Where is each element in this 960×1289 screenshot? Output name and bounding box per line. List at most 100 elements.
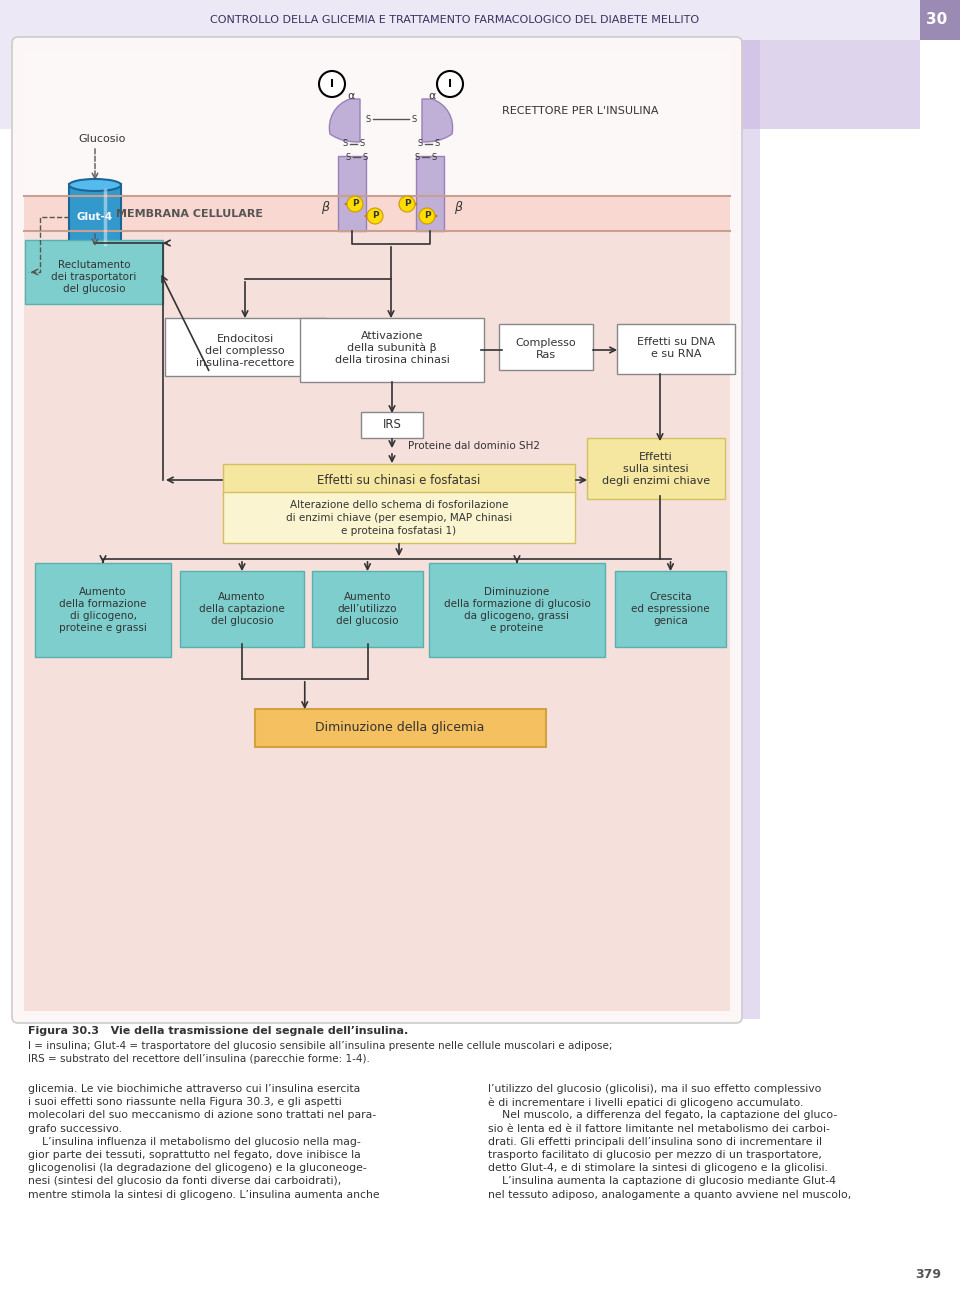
Text: dei trasportatori: dei trasportatori bbox=[51, 272, 136, 282]
Text: 30: 30 bbox=[926, 13, 948, 27]
FancyBboxPatch shape bbox=[429, 563, 605, 657]
Text: IRS: IRS bbox=[383, 419, 401, 432]
Text: S: S bbox=[418, 139, 422, 148]
Circle shape bbox=[419, 208, 435, 224]
Circle shape bbox=[399, 196, 415, 211]
Text: della formazione: della formazione bbox=[60, 599, 147, 608]
Text: Effetti su chinasi e fosfatasi: Effetti su chinasi e fosfatasi bbox=[318, 473, 481, 486]
FancyBboxPatch shape bbox=[617, 324, 735, 374]
FancyBboxPatch shape bbox=[738, 40, 760, 1020]
Text: gior parte dei tessuti, soprattutto nel fegato, dove inibisce la: gior parte dei tessuti, soprattutto nel … bbox=[28, 1150, 361, 1160]
Text: MEMBRANA CELLULARE: MEMBRANA CELLULARE bbox=[116, 209, 263, 219]
Text: 379: 379 bbox=[915, 1267, 941, 1280]
Text: insulina-recettore: insulina-recettore bbox=[196, 358, 294, 367]
Text: Alterazione dello schema di fosforilazione: Alterazione dello schema di fosforilazio… bbox=[290, 500, 508, 510]
Text: IRS = substrato del recettore dell’insulina (parecchie forme: 1-4).: IRS = substrato del recettore dell’insul… bbox=[28, 1054, 370, 1063]
Text: di glicogeno,: di glicogeno, bbox=[69, 611, 136, 621]
Text: Proteine dal dominio SH2: Proteine dal dominio SH2 bbox=[408, 441, 540, 451]
Text: sio è lenta ed è il fattore limitante nel metabolismo dei carboi-: sio è lenta ed è il fattore limitante ne… bbox=[488, 1124, 829, 1133]
FancyBboxPatch shape bbox=[361, 412, 423, 438]
Text: Crescita: Crescita bbox=[649, 592, 692, 602]
Text: S: S bbox=[343, 139, 348, 148]
Text: P: P bbox=[423, 211, 430, 220]
Text: della subunità β: della subunità β bbox=[348, 343, 437, 353]
Text: Aumento: Aumento bbox=[344, 592, 391, 602]
Ellipse shape bbox=[69, 244, 121, 255]
PathPatch shape bbox=[422, 99, 452, 142]
FancyBboxPatch shape bbox=[25, 240, 163, 304]
Text: ed espressione: ed espressione bbox=[631, 605, 709, 614]
Text: Figura 30.3   Vie della trasmissione del segnale dell’insulina.: Figura 30.3 Vie della trasmissione del s… bbox=[28, 1026, 408, 1036]
Text: della formazione di glucosio: della formazione di glucosio bbox=[444, 599, 590, 608]
FancyBboxPatch shape bbox=[0, 0, 960, 40]
Text: sulla sintesi: sulla sintesi bbox=[623, 464, 689, 474]
Text: Endocitosi: Endocitosi bbox=[216, 334, 274, 344]
FancyBboxPatch shape bbox=[35, 563, 171, 657]
Text: di enzimi chiave (per esempio, MAP chinasi: di enzimi chiave (per esempio, MAP china… bbox=[286, 513, 512, 523]
FancyBboxPatch shape bbox=[416, 156, 444, 231]
Circle shape bbox=[347, 196, 363, 211]
Text: Effetti: Effetti bbox=[639, 452, 673, 461]
Ellipse shape bbox=[69, 179, 121, 191]
Text: P: P bbox=[404, 200, 410, 209]
Text: S: S bbox=[359, 139, 365, 148]
Text: Diminuzione: Diminuzione bbox=[485, 586, 550, 597]
Circle shape bbox=[437, 71, 463, 97]
FancyBboxPatch shape bbox=[920, 0, 960, 40]
FancyBboxPatch shape bbox=[700, 40, 920, 129]
Text: β: β bbox=[454, 201, 462, 214]
Text: S: S bbox=[415, 152, 420, 161]
Text: Diminuzione della glicemia: Diminuzione della glicemia bbox=[315, 722, 485, 735]
Text: I = insulina; Glut-4 = trasportatore del glucosio sensibile all’insulina present: I = insulina; Glut-4 = trasportatore del… bbox=[28, 1042, 612, 1051]
FancyBboxPatch shape bbox=[24, 196, 730, 231]
Text: drati. Gli effetti principali dell’insulina sono di incrementare il: drati. Gli effetti principali dell’insul… bbox=[488, 1137, 822, 1147]
PathPatch shape bbox=[329, 99, 360, 142]
FancyBboxPatch shape bbox=[180, 571, 304, 647]
FancyBboxPatch shape bbox=[587, 438, 725, 499]
Text: detto Glut-4, e di stimolare la sintesi di glicogeno e la glicolisi.: detto Glut-4, e di stimolare la sintesi … bbox=[488, 1163, 828, 1173]
Text: P: P bbox=[372, 211, 378, 220]
FancyBboxPatch shape bbox=[223, 464, 575, 496]
Text: β: β bbox=[321, 201, 329, 214]
FancyBboxPatch shape bbox=[165, 318, 326, 376]
Text: S: S bbox=[366, 115, 371, 124]
Text: α: α bbox=[428, 92, 436, 101]
Text: S: S bbox=[412, 115, 417, 124]
Text: Glucosio: Glucosio bbox=[78, 134, 126, 144]
Text: molecolari del suo meccanismo di azione sono trattati nel para-: molecolari del suo meccanismo di azione … bbox=[28, 1110, 376, 1120]
Text: del glucosio: del glucosio bbox=[336, 616, 398, 626]
Text: I: I bbox=[448, 79, 452, 89]
Text: e su RNA: e su RNA bbox=[651, 349, 701, 360]
Text: e proteina fosfatasi 1): e proteina fosfatasi 1) bbox=[342, 526, 457, 536]
Text: Reclutamento: Reclutamento bbox=[58, 260, 131, 269]
Text: S: S bbox=[362, 152, 368, 161]
Text: Glut-4: Glut-4 bbox=[77, 211, 113, 222]
Text: Aumento: Aumento bbox=[80, 586, 127, 597]
Text: Nel muscolo, a differenza del fegato, la captazione del gluco-: Nel muscolo, a differenza del fegato, la… bbox=[488, 1110, 837, 1120]
Text: della tirosina chinasi: della tirosina chinasi bbox=[335, 354, 449, 365]
Text: S: S bbox=[346, 152, 350, 161]
Text: I: I bbox=[330, 79, 334, 89]
FancyBboxPatch shape bbox=[24, 231, 730, 1011]
Text: degli enzimi chiave: degli enzimi chiave bbox=[602, 476, 710, 486]
Text: S: S bbox=[434, 139, 440, 148]
Text: RECETTORE PER L'INSULINA: RECETTORE PER L'INSULINA bbox=[502, 106, 659, 116]
FancyBboxPatch shape bbox=[499, 324, 593, 370]
Text: e proteine: e proteine bbox=[491, 623, 543, 633]
Text: glicogenolisi (la degradazione del glicogeno) e la gluconeoge-: glicogenolisi (la degradazione del glico… bbox=[28, 1163, 367, 1173]
FancyBboxPatch shape bbox=[69, 184, 121, 249]
FancyBboxPatch shape bbox=[223, 492, 575, 543]
Text: nesi (sintesi del glucosio da fonti diverse dai carboidrati),: nesi (sintesi del glucosio da fonti dive… bbox=[28, 1177, 341, 1186]
Text: Attivazione: Attivazione bbox=[361, 331, 423, 342]
Text: l’utilizzo del glucosio (glicolisi), ma il suo effetto complessivo: l’utilizzo del glucosio (glicolisi), ma … bbox=[488, 1084, 822, 1094]
Text: Complesso: Complesso bbox=[516, 338, 576, 348]
Text: proteine e grassi: proteine e grassi bbox=[60, 623, 147, 633]
Text: S: S bbox=[431, 152, 437, 161]
FancyBboxPatch shape bbox=[312, 571, 423, 647]
FancyBboxPatch shape bbox=[24, 49, 730, 199]
Text: è di incrementare i livelli epatici di glicogeno accumulato.: è di incrementare i livelli epatici di g… bbox=[488, 1097, 804, 1107]
Text: glicemia. Le vie biochimiche attraverso cui l’insulina esercita: glicemia. Le vie biochimiche attraverso … bbox=[28, 1084, 360, 1094]
Text: L’insulina aumenta la captazione di glucosio mediante Glut-4: L’insulina aumenta la captazione di gluc… bbox=[488, 1177, 836, 1186]
Text: del complesso: del complesso bbox=[205, 345, 285, 356]
Text: CONTROLLO DELLA GLICEMIA E TRATTAMENTO FARMACOLOGICO DEL DIABETE MELLITO: CONTROLLO DELLA GLICEMIA E TRATTAMENTO F… bbox=[210, 15, 700, 24]
